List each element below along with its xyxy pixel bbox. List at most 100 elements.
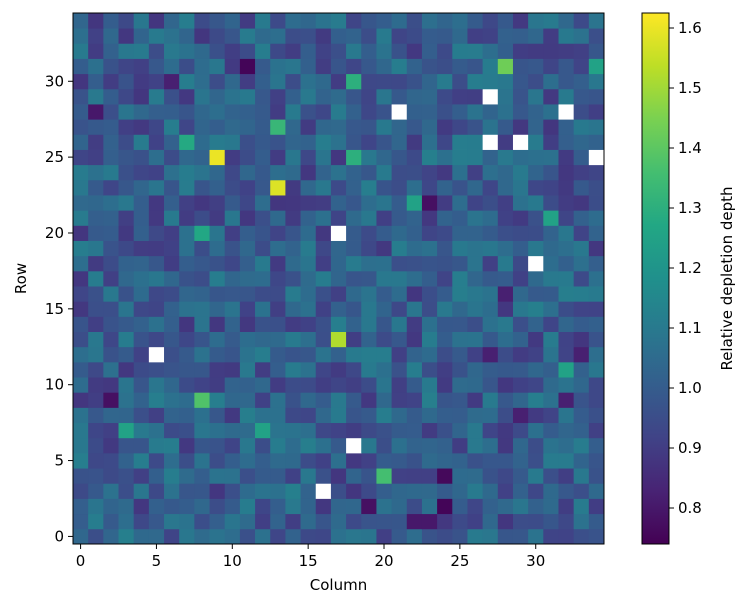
heatmap-cell — [361, 361, 377, 378]
heatmap-cell — [103, 210, 119, 226]
masked-cell — [482, 134, 499, 150]
heatmap-cell — [406, 88, 423, 105]
heatmap-cell — [133, 513, 150, 530]
heatmap-cell — [270, 164, 286, 181]
heatmap-cell — [528, 179, 544, 196]
heatmap-cell — [482, 195, 499, 211]
heatmap-cell — [88, 255, 104, 272]
heatmap-cell — [543, 437, 559, 454]
heatmap-cell — [437, 104, 453, 120]
heatmap-cell — [285, 164, 301, 181]
heatmap-cell — [118, 331, 135, 348]
heatmap-cell — [239, 437, 256, 454]
heatmap-cell — [497, 422, 514, 439]
heatmap-cell — [118, 361, 135, 378]
heatmap-cell — [346, 301, 362, 317]
heatmap-cell — [497, 377, 514, 393]
heatmap-cell — [573, 104, 590, 120]
heatmap-cell — [588, 468, 605, 484]
heatmap-cell — [467, 179, 484, 196]
heatmap-cell — [573, 437, 590, 454]
heatmap-cell — [330, 346, 347, 363]
heatmap-cell — [133, 528, 150, 545]
heatmap-cell — [315, 119, 332, 135]
heatmap-cell — [239, 164, 256, 181]
heatmap-cell — [467, 422, 484, 439]
heatmap-cell — [270, 361, 286, 378]
heatmap-cell — [588, 179, 605, 196]
heatmap-cell — [467, 225, 484, 241]
heatmap-cell — [148, 316, 165, 332]
heatmap-cell — [194, 13, 210, 29]
heatmap-cell — [194, 407, 210, 424]
heatmap-cell — [376, 58, 392, 75]
heatmap-cell — [255, 452, 271, 469]
heatmap-cell — [406, 104, 423, 120]
heatmap-cell — [452, 392, 468, 408]
heatmap-cell — [573, 225, 590, 241]
heatmap-cell — [194, 225, 210, 241]
heatmap-cell — [224, 164, 241, 181]
heatmap-cell — [437, 179, 453, 196]
heatmap-cell — [437, 149, 453, 166]
heatmap-cell — [194, 119, 210, 135]
heatmap-cells — [73, 13, 605, 545]
heatmap-cell — [148, 452, 165, 469]
heatmap-cell — [88, 346, 104, 363]
heatmap-cell — [239, 346, 256, 363]
heatmap-cell — [482, 119, 499, 135]
heatmap-cell — [588, 301, 605, 317]
heatmap-cell — [330, 134, 347, 150]
heatmap-cell — [376, 377, 392, 393]
heatmap-cell — [573, 286, 590, 302]
heatmap-cell — [285, 58, 301, 75]
heatmap-cell — [558, 331, 575, 348]
heatmap-cell — [103, 361, 119, 378]
heatmap-cell — [437, 483, 453, 499]
heatmap-cell — [88, 452, 104, 469]
heatmap-cell — [103, 407, 119, 424]
heatmap-cell — [452, 179, 468, 196]
heatmap-cell — [73, 513, 89, 530]
heatmap-cell — [391, 134, 408, 150]
heatmap-cell — [573, 316, 590, 332]
heatmap-cell — [133, 240, 150, 257]
heatmap-cell — [452, 270, 468, 287]
heatmap-cell — [103, 43, 119, 59]
heatmap-cell — [118, 528, 135, 545]
heatmap-cell — [330, 513, 347, 530]
heatmap-cell — [209, 437, 226, 454]
heatmap-cell — [255, 361, 271, 378]
heatmap-cell — [512, 407, 529, 424]
heatmap-cell — [209, 73, 226, 90]
heatmap-cell — [421, 43, 438, 59]
heatmap-cell — [528, 377, 544, 393]
heatmap-cell — [421, 361, 438, 378]
heatmap-cell — [133, 346, 150, 363]
heatmap-cell — [376, 270, 392, 287]
heatmap-cell — [452, 28, 468, 44]
heatmap-cell — [482, 377, 499, 393]
heatmap-cell — [179, 483, 195, 499]
heatmap-cell — [346, 43, 362, 59]
heatmap-cell — [346, 377, 362, 393]
heatmap-cell — [330, 210, 347, 226]
heatmap-cell — [270, 43, 286, 59]
x-axis-ticks: 0 5 10 15 20 25 30 — [76, 544, 545, 570]
heatmap-cell — [300, 134, 317, 150]
heatmap-cell — [103, 73, 119, 90]
heatmap-cell — [209, 13, 226, 29]
heatmap-cell — [315, 28, 332, 44]
heatmap-cell — [452, 422, 468, 439]
heatmap-cell — [285, 528, 301, 545]
heatmap-cell — [437, 286, 453, 302]
heatmap-cell — [406, 43, 423, 59]
heatmap-cell — [209, 407, 226, 424]
heatmap-cell — [118, 346, 135, 363]
heatmap-cell — [437, 195, 453, 211]
heatmap-cell — [103, 119, 119, 135]
heatmap-cell — [270, 483, 286, 499]
heatmap-cell — [361, 437, 377, 454]
heatmap-cell — [164, 88, 180, 105]
heatmap-cell — [588, 498, 605, 515]
